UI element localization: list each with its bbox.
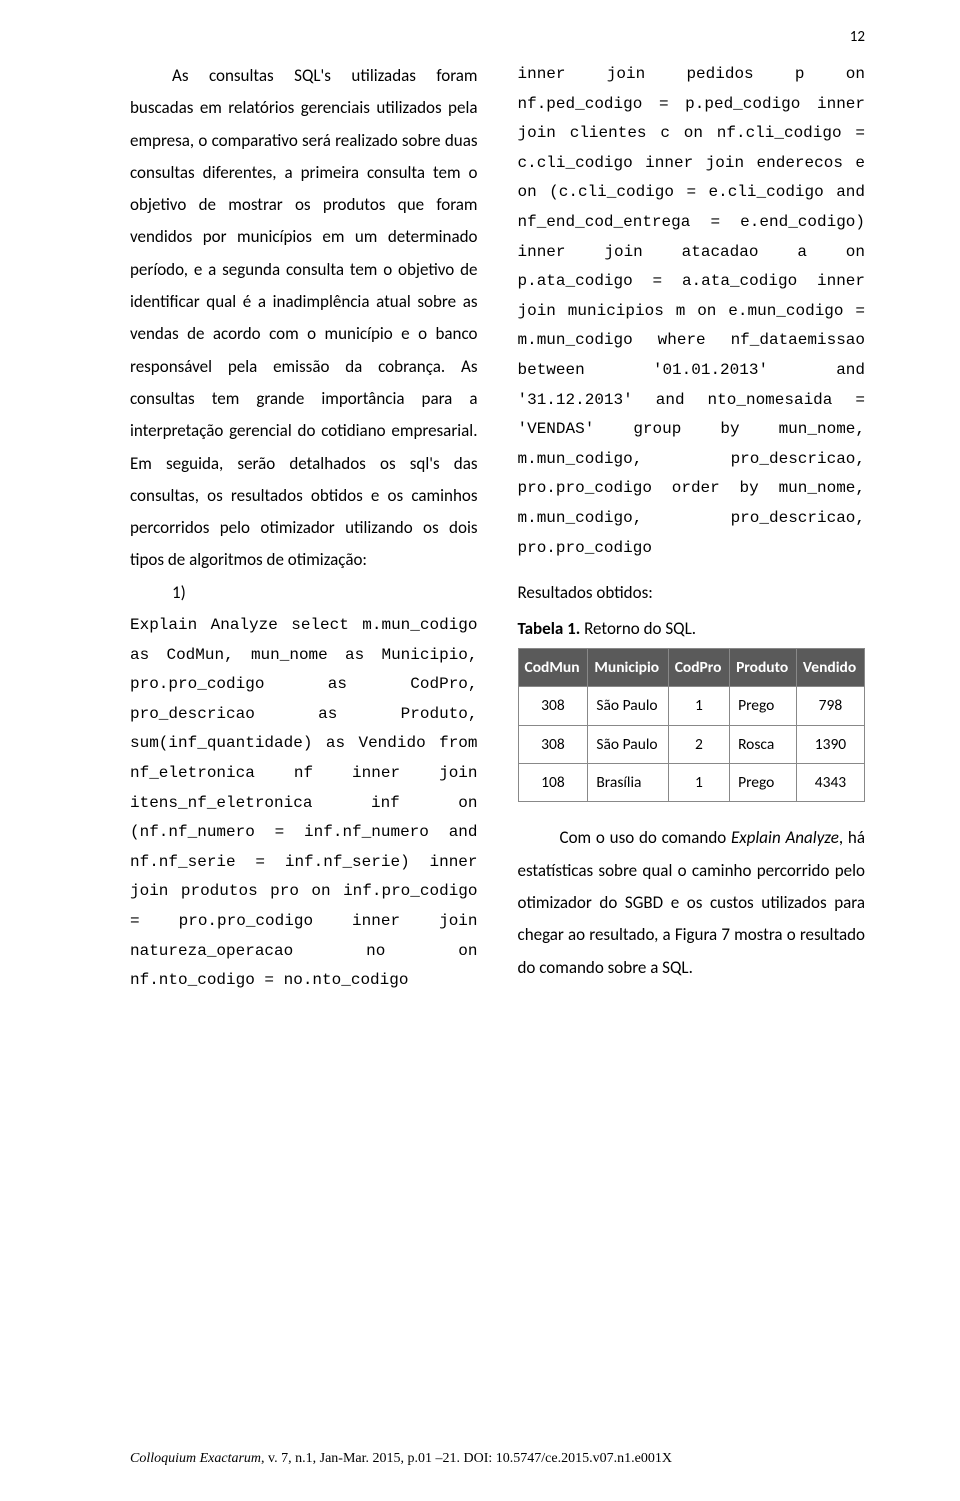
cell: 308 [518,687,588,725]
col-codpro: CodPro [668,648,729,686]
sql-code-right: inner join pedidos p on nf.ped_codigo = … [518,60,866,563]
table-row: 108 Brasília 1 Prego 4343 [518,764,865,802]
table-caption-rest: Retorno do SQL. [580,618,696,639]
para-italic: Explain Analyze [731,827,839,848]
right-column: inner join pedidos p on nf.ped_codigo = … [518,60,866,996]
cell: 1 [668,764,729,802]
table-caption-bold: Tabela 1. [518,618,581,639]
list-number: 1) [130,577,170,609]
table-header-row: CodMun Municipio CodPro Produto Vendido [518,648,865,686]
right-paragraph: Com o uso do comando Explain Analyze, há… [518,822,866,983]
page-number: 12 [850,28,865,46]
cell: 4343 [796,764,864,802]
table-row: 308 São Paulo 2 Rosca 1390 [518,725,865,763]
footer-rest: , v. 7, n.1, Jan-Mar. 2015, p.01 –21. DO… [261,1451,672,1466]
cell: 2 [668,725,729,763]
col-codmun: CodMun [518,648,588,686]
cell: Rosca [730,725,797,763]
cell: São Paulo [588,725,668,763]
table-row: 308 São Paulo 1 Prego 798 [518,687,865,725]
cell: 108 [518,764,588,802]
cell: 1390 [796,725,864,763]
cell: Prego [730,687,797,725]
col-vendido: Vendido [796,648,864,686]
para-pre: Com o uso do comando [560,827,732,848]
page-footer: Colloquium Exactarum, v. 7, n.1, Jan-Mar… [130,1451,672,1467]
cell: Prego [730,764,797,802]
left-column: As consultas SQL's utilizadas foram busc… [130,60,478,996]
table-caption: Tabela 1. Retorno do SQL. [518,613,866,645]
cell: São Paulo [588,687,668,725]
cell: 1 [668,687,729,725]
results-label: Resultados obtidos: [518,577,866,609]
cell: Brasília [588,764,668,802]
para-post: , há estatísticas sobre qual o caminho p… [518,827,866,977]
cell: 308 [518,725,588,763]
col-municipio: Municipio [588,648,668,686]
list-item-1: 1) [130,577,478,609]
sql-code-left: Explain Analyze select m.mun_codigo as C… [130,611,478,996]
results-table: CodMun Municipio CodPro Produto Vendido … [518,648,866,803]
left-paragraph: As consultas SQL's utilizadas foram busc… [130,60,478,577]
two-column-layout: As consultas SQL's utilizadas foram busc… [130,60,865,996]
col-produto: Produto [730,648,797,686]
cell: 798 [796,687,864,725]
footer-journal: Colloquium Exactarum [130,1451,261,1466]
